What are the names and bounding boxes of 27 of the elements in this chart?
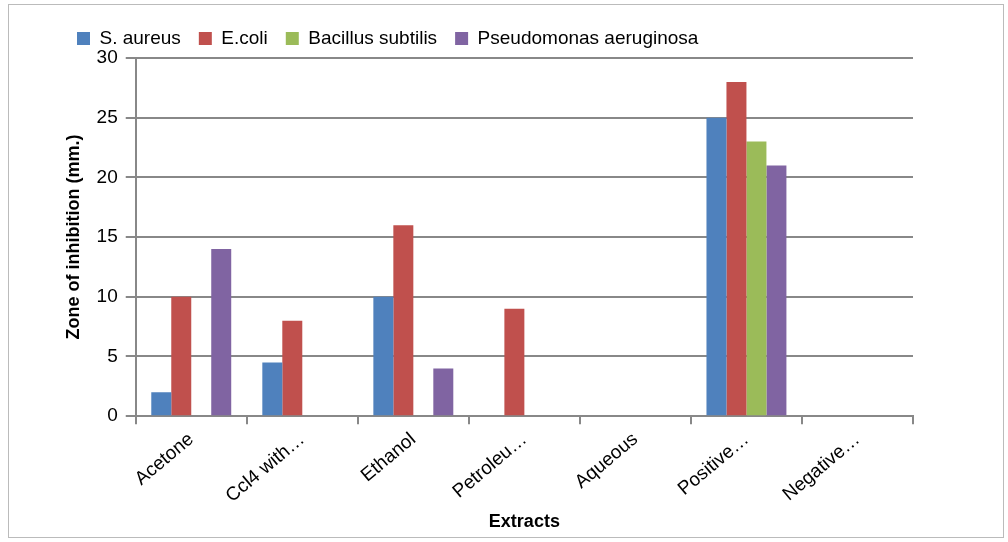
bar (151, 392, 172, 416)
y-tick-label: 15 (96, 225, 118, 247)
y-tick-label: 0 (107, 404, 118, 426)
y-tick-label: 10 (96, 285, 118, 307)
bar (726, 81, 747, 416)
bar (373, 296, 394, 416)
bar (433, 368, 454, 416)
x-axis-title: Extracts (488, 511, 560, 532)
bar (282, 320, 303, 416)
legend-label: S. aureus (99, 26, 181, 48)
bar (211, 249, 232, 416)
bar (706, 117, 727, 416)
legend-label: Bacillus subtilis (308, 26, 438, 48)
y-tick-label: 5 (107, 344, 118, 366)
y-tick-label: 30 (96, 46, 118, 68)
bar (262, 362, 283, 416)
bar (766, 165, 787, 416)
y-tick-label: 25 (96, 105, 118, 127)
y-axis-title: Zone of inhibition (mm.) (62, 134, 83, 340)
bar (504, 308, 525, 416)
bar (393, 225, 414, 416)
bar (171, 296, 192, 416)
y-tick-label: 20 (96, 165, 118, 187)
legend-label: E.coli (221, 26, 268, 48)
bar (746, 141, 767, 416)
legend-label: Pseudomonas aeruginosa (477, 26, 699, 48)
x-tick-label: Ccl4 with… (221, 427, 309, 506)
